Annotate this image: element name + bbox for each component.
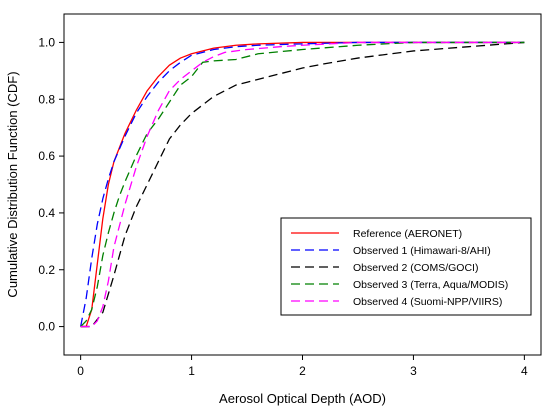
legend-label-1: Reference (AERONET) [353, 228, 462, 240]
x-axis-label: Aerosol Optical Depth (AOD) [219, 391, 386, 406]
legend: Reference (AERONET) Observed 1 (Himawari-… [280, 217, 532, 316]
series-line-1 [80, 41, 525, 328]
legend-label-5: Observed 4 (Suomi-NPP/VIIRS) [353, 296, 502, 308]
series-line-3 [80, 41, 525, 328]
series-line-4 [80, 41, 525, 328]
y-axis-label: Cumulative Distribution Function (CDF) [5, 71, 20, 297]
ticks-layer: 0 1 2 3 4 0.0 0.2 0.4 0.6 0.8 1.0 [38, 35, 528, 378]
x-tick-label: 1 [188, 364, 195, 378]
legend-label-2: Observed 1 (Himawari-8/AHI) [353, 245, 491, 257]
series-line-5 [80, 41, 525, 328]
legend-label-4: Observed 3 (Terra, Aqua/MODIS) [353, 279, 508, 291]
legend-label-3: Observed 2 (COMS/GOCI) [353, 262, 478, 274]
y-tick-label: 0.4 [38, 206, 55, 220]
y-tick-label: 1.0 [38, 35, 55, 49]
x-tick-label: 3 [410, 364, 417, 378]
series-layer [80, 41, 525, 328]
y-tick-label: 0.2 [38, 263, 55, 277]
x-tick-label: 2 [299, 364, 306, 378]
y-tick-label: 0.8 [38, 92, 55, 106]
x-tick-label: 0 [77, 364, 84, 378]
y-tick-label: 0.6 [38, 149, 55, 163]
y-tick-label: 0.0 [38, 320, 55, 334]
x-tick-label: 4 [521, 364, 528, 378]
series-line-2 [80, 41, 525, 327]
